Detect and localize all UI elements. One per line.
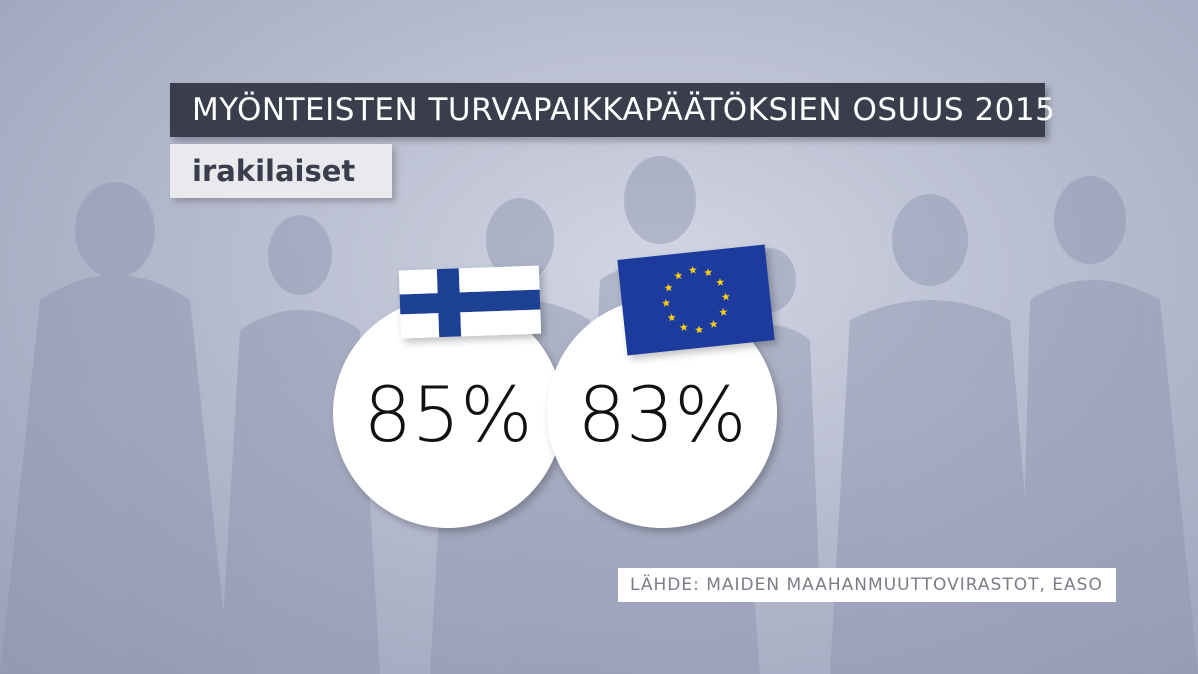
source-box: LÄHDE: MAIDEN MAAHANMUUTTOVIRASTOT, EASO	[618, 568, 1116, 602]
chart-title: MYÖNTEISTEN TURVAPAIKKAPÄÄTÖKSIEN OSUUS …	[192, 92, 1056, 128]
source-label: LÄHDE: MAIDEN MAAHANMUUTTOVIRASTOT, EASO	[630, 575, 1103, 595]
value-circle	[547, 298, 777, 528]
subtitle-bar: irakilaiset	[170, 144, 392, 198]
chart-subtitle: irakilaiset	[192, 154, 356, 188]
eu-flag-icon	[617, 244, 775, 356]
value-label: 83%	[578, 370, 747, 459]
value-circle	[333, 298, 563, 528]
finland-flag-icon	[398, 265, 542, 339]
title-bar: MYÖNTEISTEN TURVAPAIKKAPÄÄTÖKSIEN OSUUS …	[170, 83, 1055, 137]
value-label: 85%	[364, 370, 533, 459]
